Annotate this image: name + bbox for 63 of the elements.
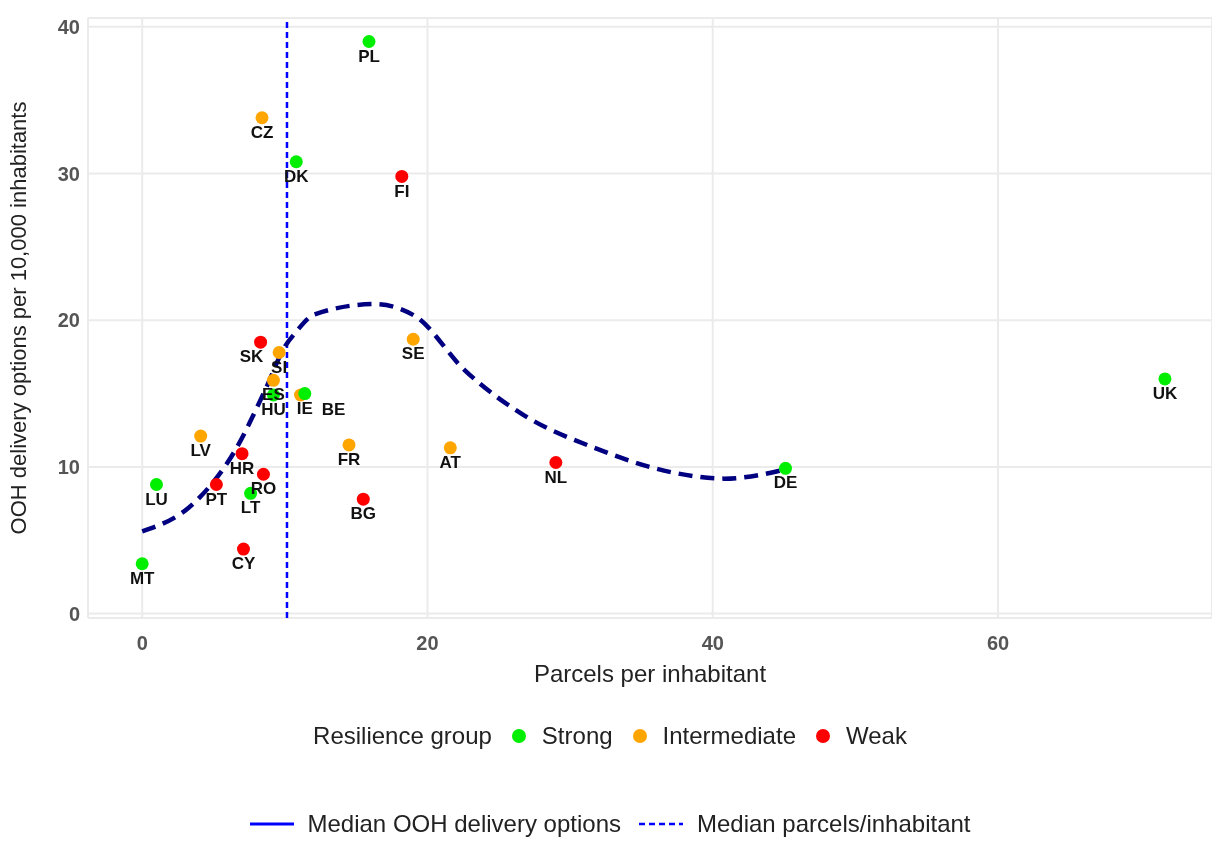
- x-tick-label: 20: [416, 632, 439, 655]
- point: [443, 441, 457, 455]
- point: [549, 456, 563, 469]
- y-tick-label: 0: [68, 602, 80, 625]
- point: [256, 467, 270, 481]
- annotation: SE: [401, 344, 425, 364]
- annotation: AT: [439, 452, 462, 472]
- point: [362, 34, 376, 48]
- text: Median OOH delivery options: [307, 810, 621, 837]
- annotation: CZ: [250, 122, 274, 142]
- annotation: HU: [261, 400, 286, 420]
- point: [209, 478, 223, 491]
- annotation: LT: [240, 498, 261, 518]
- annotation: RO: [250, 479, 277, 499]
- y-tick-label: 10: [57, 456, 80, 478]
- y-tick-label: 20: [57, 309, 80, 332]
- legend-label: Intermediate: [662, 722, 796, 750]
- annotation: DK: [283, 166, 310, 186]
- legend-title: Resilience group: [313, 722, 492, 750]
- point: [298, 387, 312, 401]
- annotation: IE: [296, 398, 313, 418]
- annotation: DE: [773, 473, 798, 493]
- point: [194, 429, 208, 443]
- y-tick-label: 30: [57, 162, 80, 185]
- annotation: PL: [358, 46, 380, 66]
- annotation: PT: [205, 489, 228, 509]
- x-axis-title: Parcels per inhabitant: [533, 660, 767, 687]
- annotation: LV: [190, 441, 212, 461]
- point: [236, 542, 250, 556]
- point: [395, 169, 409, 183]
- point: [406, 332, 420, 346]
- legend-label: Strong: [541, 722, 613, 750]
- y-tick-label: 40: [57, 15, 80, 38]
- legend-label: Median parcels/inhabitant: [696, 810, 971, 838]
- point: [779, 461, 793, 475]
- annotation: HR: [229, 458, 255, 478]
- x-tick-label: 60: [986, 632, 1010, 655]
- legend-label: Weak: [845, 722, 907, 750]
- point: [254, 335, 268, 349]
- y-axis-title: OOH delivery options per 10,000 inhabitants: [5, 101, 31, 535]
- annotation: FI: [394, 181, 410, 201]
- point: [149, 478, 163, 491]
- annotation: FR: [337, 449, 361, 469]
- annotation: NL: [544, 467, 568, 487]
- x-tick-label: 0: [136, 632, 148, 655]
- point: [135, 557, 149, 571]
- point: [235, 447, 249, 461]
- point: [342, 438, 356, 452]
- annotation: SI: [271, 357, 288, 377]
- annotation: SK: [239, 347, 265, 367]
- point: [255, 111, 269, 125]
- annotation: BG: [350, 504, 377, 524]
- point: [289, 155, 303, 169]
- point: [356, 492, 370, 506]
- annotation: MT: [129, 568, 156, 588]
- annotation: CY: [231, 554, 256, 574]
- x-tick-label: 40: [701, 632, 724, 655]
- annotation: LU: [145, 489, 168, 509]
- annotation: BE: [321, 400, 346, 420]
- point: [266, 373, 280, 387]
- point: [1158, 372, 1172, 386]
- point: [272, 345, 286, 359]
- annotation: UK: [1152, 383, 1178, 403]
